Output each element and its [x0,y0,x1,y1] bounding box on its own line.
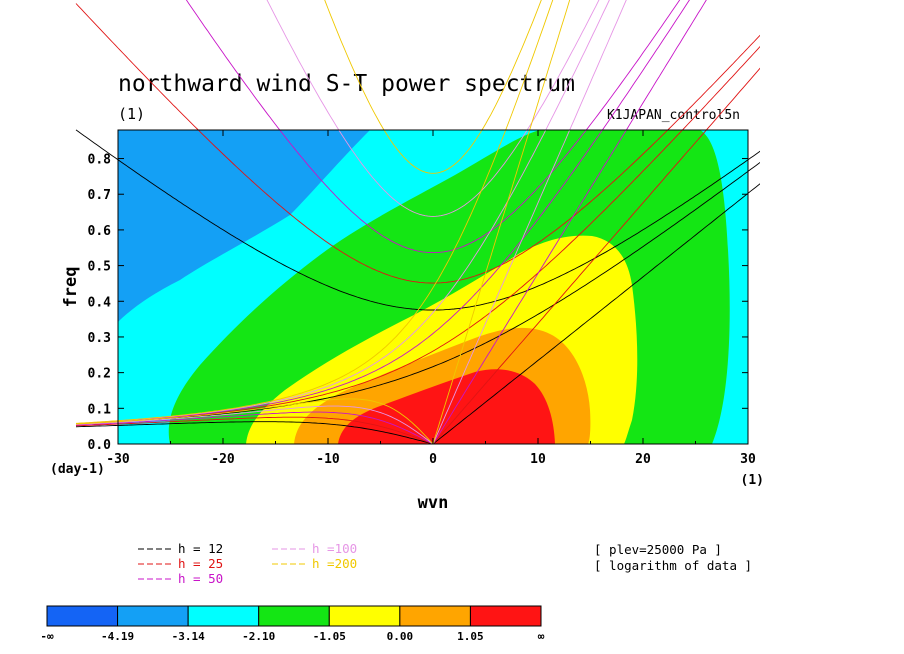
x-tick-label: 20 [635,452,651,467]
y-tick-label: 0.6 [88,224,112,239]
colorbar-swatch [117,605,189,627]
legend-label: h = 25 [178,556,223,571]
curve-mrg-h12 [75,161,760,425]
x-tick-label: -30 [106,452,130,467]
colorbar-swatch [46,605,119,627]
curve-er1-h50 [75,411,434,444]
y-tick-label: 0.8 [88,153,112,168]
legend-label: h = 12 [178,541,223,556]
curve-ig1-h12 [75,129,760,311]
colorbar-swatch [328,605,401,627]
legend-label: h = 50 [178,571,223,586]
x-tick-label: 30 [740,452,756,467]
y-tick-label: 0.5 [88,260,111,275]
colorbar-label: ∞ [538,630,545,643]
axes: -30 -20 -10 0 10 20 30 0.0 0.1 0.2 0.3 0.4 0.5 0.6 0.7… [88,130,756,467]
curve-kelvin-h12 [432,183,760,444]
x-tick-label: 10 [530,452,546,467]
fill-level-blue [118,130,370,322]
y-tick-label: 0.7 [88,188,111,203]
info-line-log: [ logarithm of data ] [594,558,752,573]
curve-kelvin-h200 [432,0,571,444]
colorbar-label: 1.05 [457,630,484,643]
x-tick-label: 0 [429,452,437,467]
colorbar-swatch [187,605,260,627]
colorbar: -∞ -4.19 -3.14 -2.10 -1.05 0.00 1.05 ∞ [40,605,545,643]
curve-ig1-h50 [185,0,681,254]
curve-mrg-h50 [75,0,690,425]
colorbar-swatch [399,605,471,627]
colorbar-swatch [469,605,542,627]
info-line-plev: [ plev=25000 Pa ] [594,542,722,557]
y-tick-label: 0.2 [88,367,111,382]
x-tick-label: -20 [211,452,235,467]
curve-kelvin-h100 [432,0,627,444]
y-tick-label: 0.1 [88,402,112,417]
colorbar-label: -2.10 [242,630,275,643]
y-tick-label: 0.0 [88,438,112,453]
curve-er1-h25 [75,416,434,444]
curve-kelvin-h50 [432,0,707,444]
curve-er1-h12 [75,421,434,444]
chart-title: northward wind S-T power spectrum [118,71,575,97]
colorbar-swatch [258,605,330,627]
colorbar-label: -1.05 [313,630,346,643]
y-axis-label: freq [61,267,81,308]
chart-subtitle: (1) [118,105,145,123]
curve-ig1-h100 [266,0,600,217]
dispersion-curves [75,0,760,444]
x-axis-label: wvn [418,493,449,513]
curve-ig1-h25 [75,3,760,284]
curve-er1-h100 [75,405,434,444]
colorbar-label: 0.00 [387,630,414,643]
legend-label: h =100 [312,541,357,556]
curve-mrg-h200 [75,0,554,424]
curve-er1-h200 [75,398,434,444]
run-label: K1JAPAN_control5n [607,108,740,123]
legend-label: h =200 [312,556,357,571]
y-tick-label: 0.3 [88,331,111,346]
curve-kelvin-h25 [432,67,760,444]
x-tick-label: -10 [316,452,340,467]
y-tick-label: 0.4 [88,295,112,310]
x-unit-label: (1) [741,473,764,488]
colorbar-label: -3.14 [172,630,205,643]
colorbar-label: -4.19 [101,630,134,643]
fill-level-red [338,369,555,444]
curve-ig1-h200 [324,0,542,174]
y-unit-label: (day-1) [50,462,105,477]
curve-mrg-h100 [75,0,610,424]
colorbar-label: -∞ [40,630,54,643]
